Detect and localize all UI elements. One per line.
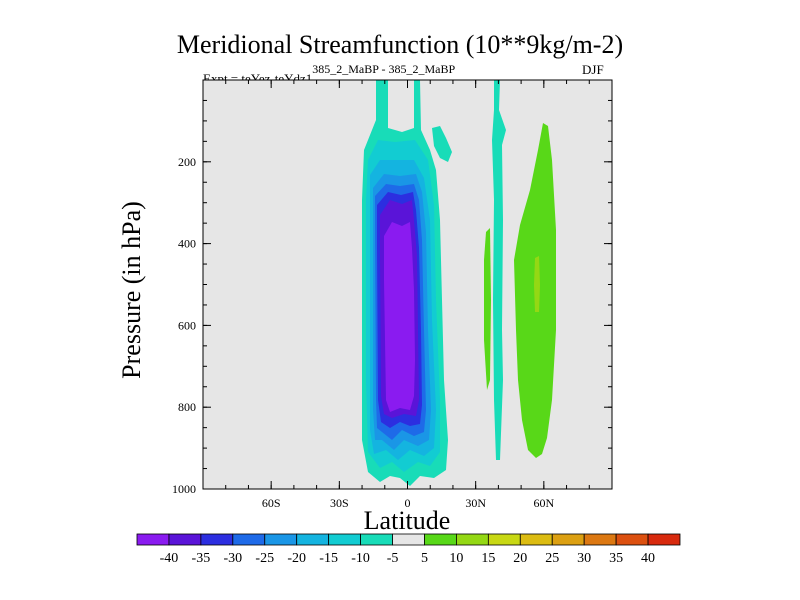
x-tick-label: 30N [465, 496, 486, 510]
x-tick-label: 0 [405, 496, 411, 510]
colorbar-label: -10 [351, 551, 370, 566]
colorbar-swatch [424, 533, 457, 546]
x-tick-label: 60S [262, 496, 281, 510]
colorbar-label: -25 [255, 551, 274, 566]
season-label: DJF [582, 62, 604, 77]
colorbar-label: -15 [319, 551, 338, 566]
axis-ticks: 60S 30S 0 30N 60N 200 400 600 800 1000 [172, 80, 613, 510]
x-tick-label: 30S [330, 496, 349, 510]
contour-band-minus-40 [384, 222, 415, 412]
colorbar-label: 10 [449, 551, 463, 566]
colorbar-swatch [168, 533, 202, 546]
contour-patch-minus-5-b [492, 80, 506, 460]
contour-band-plus-10-strip [484, 228, 491, 390]
colorbar-swatch [519, 533, 553, 546]
x-tick-label: 60N [533, 496, 554, 510]
colorbar-label: 35 [609, 551, 623, 566]
colorbar-swatch [232, 533, 266, 546]
colorbar-swatch [264, 533, 298, 546]
colorbar-swatch [615, 533, 649, 546]
y-tick-label: 600 [178, 318, 196, 332]
colorbar-swatch [360, 533, 393, 546]
y-tick-label: 200 [178, 155, 196, 169]
colorbar-label: -30 [223, 551, 242, 566]
colorbar-label: -40 [160, 551, 179, 566]
colorbar-swatch [136, 533, 170, 546]
colorbar-swatch [200, 533, 234, 546]
colorbar-label: 30 [577, 551, 591, 566]
colorbar-label: 5 [421, 551, 428, 566]
y-tick-label: 800 [178, 400, 196, 414]
colorbar-label: 15 [481, 551, 495, 566]
colorbar-swatch [456, 533, 489, 546]
colorbar-swatch [296, 533, 330, 546]
contour-patch-minus-5-a [432, 126, 452, 162]
colorbar-label: -20 [287, 551, 306, 566]
colorbar-label: -5 [387, 551, 399, 566]
colorbar-swatch [647, 533, 681, 546]
colorbar-swatch [583, 533, 617, 546]
contour-band-plus-15 [534, 256, 540, 312]
experiment-label-sup: 385_2_MaBP - 385_2_MaBP [312, 62, 456, 76]
colorbar-swatch [328, 533, 361, 546]
colorbar-swatch [551, 533, 585, 546]
colorbar-label: 20 [513, 551, 527, 566]
colorbar-label: 40 [641, 551, 655, 566]
chart-title: Meridional Streamfunction (10**9kg/m-2) [176, 30, 624, 59]
y-tick-label: 400 [178, 237, 196, 251]
colorbar-swatch [392, 533, 425, 546]
colorbar-swatch [487, 533, 521, 546]
x-axis-label: Latitude [363, 506, 451, 535]
colorbar: -40 -35 -30 -25 -20 -15 -10 -5 5 10 15 20 25 30 35 40 [136, 533, 681, 566]
colorbar-label: 25 [545, 551, 559, 566]
y-tick-label: 1000 [172, 482, 196, 496]
contour-fills [362, 80, 556, 486]
colorbar-label: -35 [192, 551, 211, 566]
